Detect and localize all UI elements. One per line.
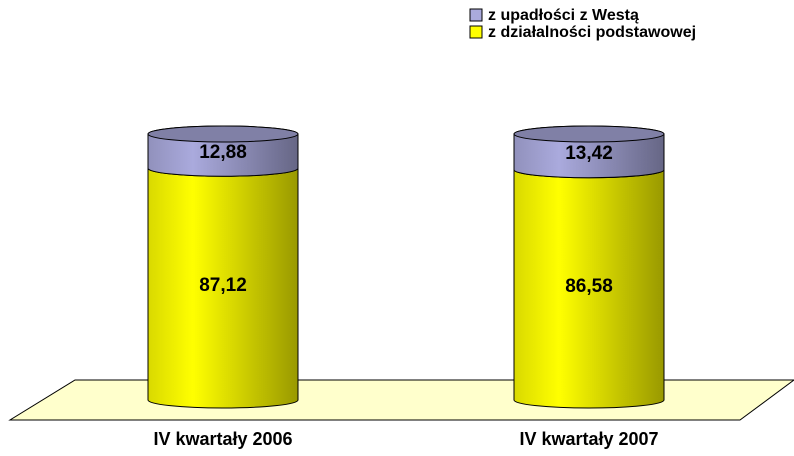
legend-label: z działalności podstawowej: [488, 24, 696, 41]
data-label: 13,42: [565, 143, 613, 164]
x-tick-label: IV kwartały 2007: [519, 429, 658, 449]
legend-swatch: [469, 8, 483, 22]
legend-swatch: [469, 25, 483, 39]
data-label: 12,88: [199, 142, 247, 163]
legend-label: z upadłości z Westą: [488, 7, 639, 24]
cylinder-top: [513, 125, 665, 143]
floor: [8, 379, 794, 421]
x-tick-label: IV kwartały 2006: [153, 429, 292, 449]
cylinder-top: [147, 125, 299, 143]
data-label: 86,58: [565, 276, 613, 297]
data-label: 87,12: [199, 275, 247, 296]
